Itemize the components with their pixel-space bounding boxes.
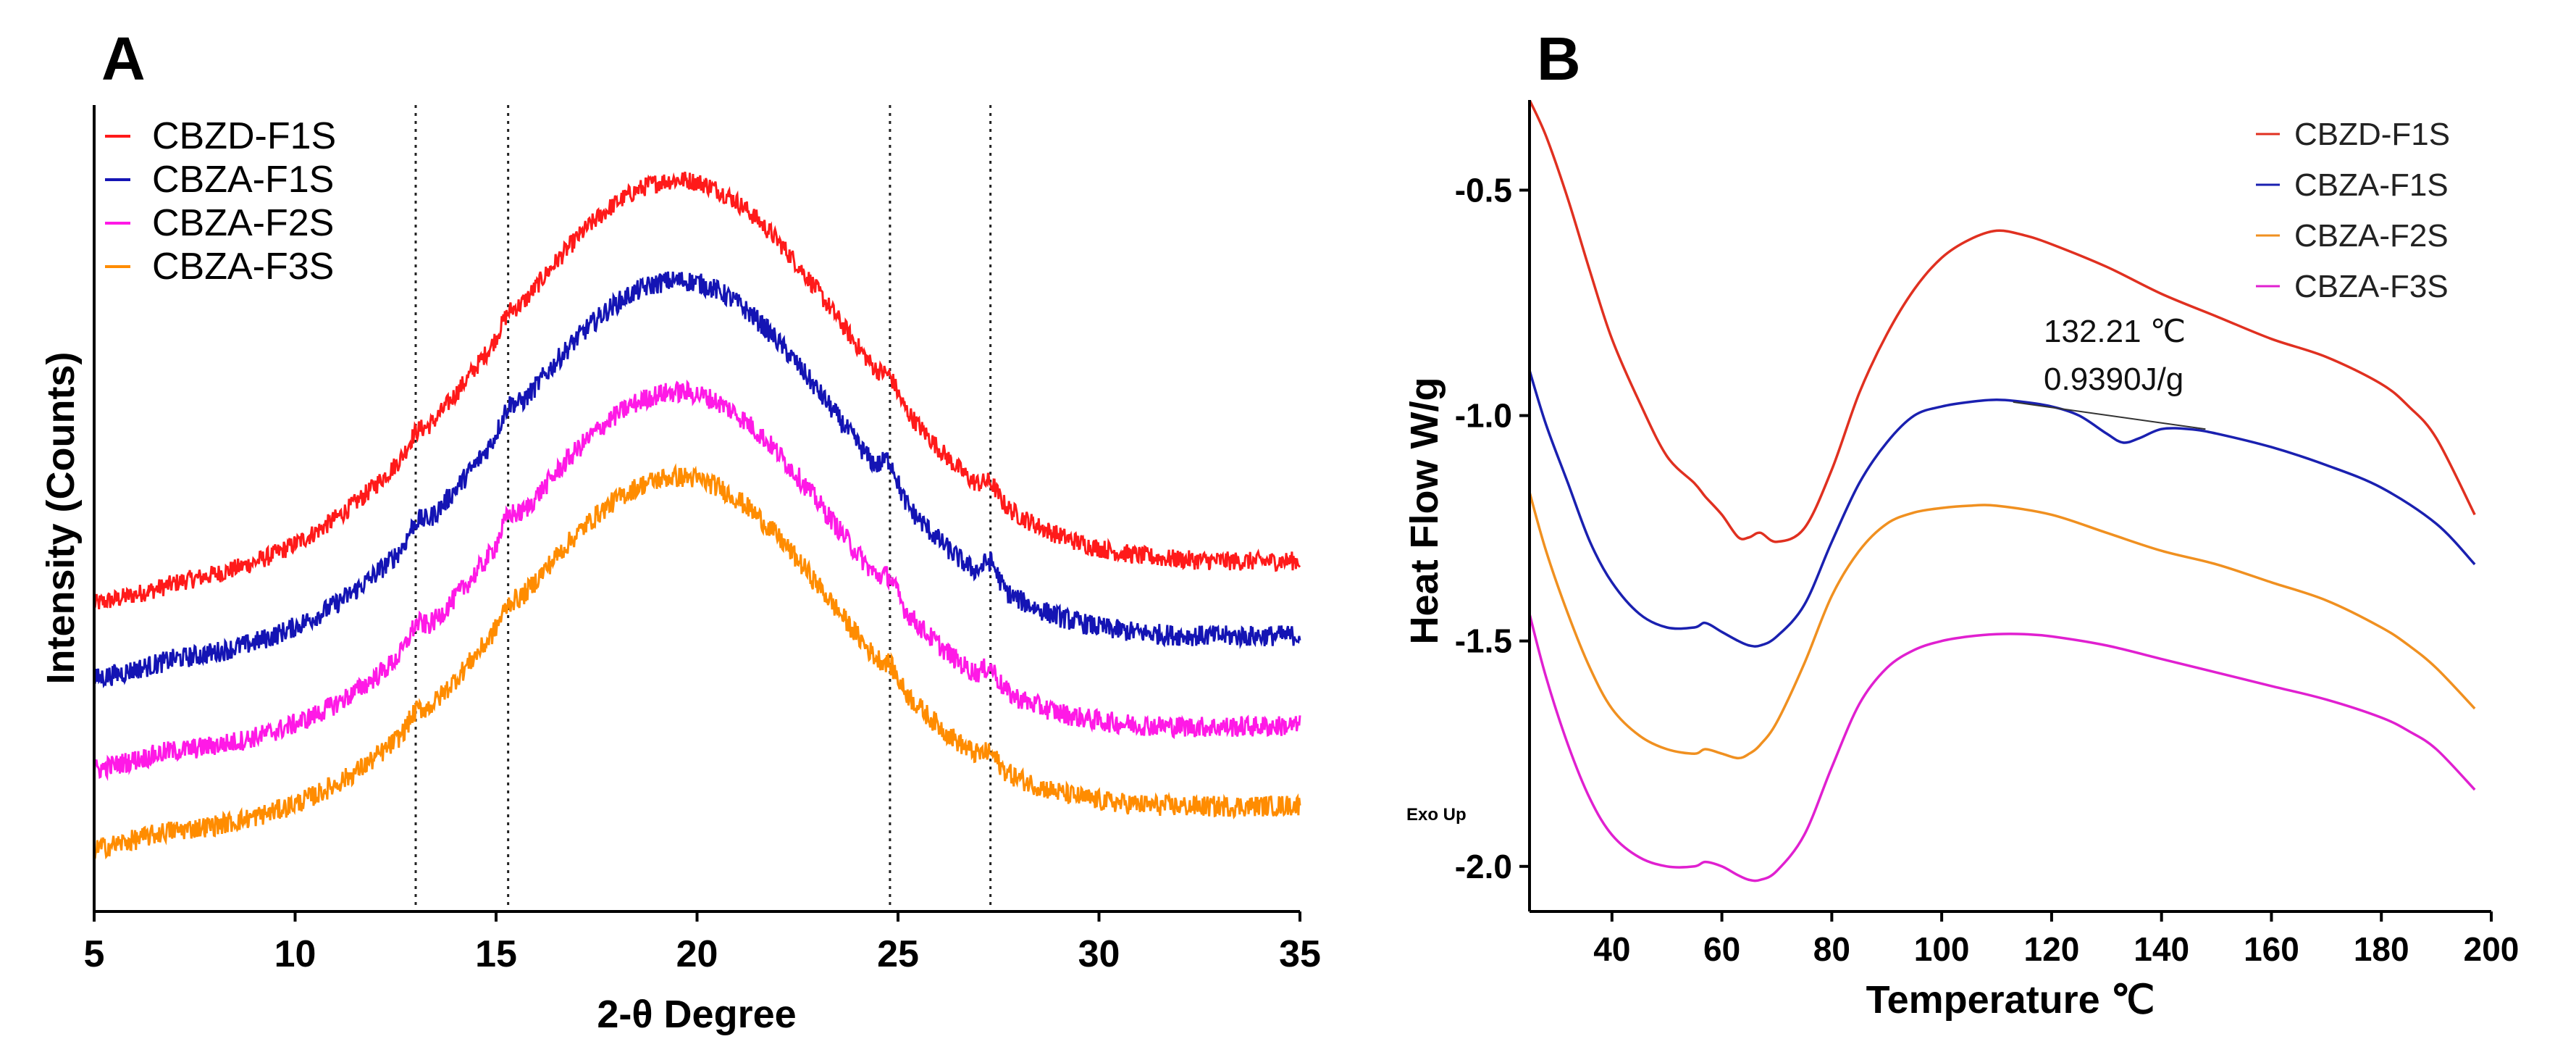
legend-label: CBZA-F3S <box>152 246 334 288</box>
y-tick-label: -1.0 <box>1455 397 1512 435</box>
panel-a-letter: A <box>101 25 146 93</box>
x-tick-label: 25 <box>877 933 919 975</box>
x-tick-label: 140 <box>2134 930 2189 968</box>
panel-a-y-axis-title: Intensity (Counts) <box>39 352 83 685</box>
series-line-cbza-f3s <box>1530 613 2476 882</box>
panel-b: B 40 60 80 100 120 140 160 180 200 -0.5-1.0-1.5-… <box>1403 25 2519 1022</box>
y-tick-label: -1.5 <box>1455 622 1512 660</box>
x-tick-label: 180 <box>2354 930 2409 968</box>
panel-b-y-ticks: -0.5 -1.0 -1.5 -2.0 <box>1455 171 1530 885</box>
y-tick-label: -0.5 <box>1455 171 1512 209</box>
annotation-baseline <box>2013 401 2206 430</box>
series-line-cbza-f1s <box>93 271 1301 689</box>
panel-a-x-ticks: 5 10 15 20 25 30 35 <box>84 911 1321 975</box>
x-tick-label: 20 <box>676 933 718 975</box>
panel-b-annotation: 132.21 ℃ 0.9390J/g <box>2013 314 2206 430</box>
x-tick-label: 10 <box>274 933 316 975</box>
panel-b-series <box>1530 100 2476 882</box>
x-tick-label: 120 <box>2024 930 2080 968</box>
legend-label: CBZA-F2S <box>2294 218 2449 254</box>
panel-b-x-axis-title: Temperature ℃ <box>1866 978 2155 1022</box>
x-tick-label: 15 <box>475 933 517 975</box>
panel-a: A 5 10 15 20 25 30 35 2-θ Degree Intensity (Co… <box>39 25 1321 1036</box>
series-line-cbza-f1s <box>1530 370 2476 648</box>
x-tick-label: 160 <box>2244 930 2299 968</box>
series-line-cbzd-f1s <box>93 171 1301 610</box>
x-tick-label: 5 <box>84 933 105 975</box>
x-tick-label: 35 <box>1279 933 1321 975</box>
annotation-temperature: 132.21 ℃ <box>2044 314 2186 349</box>
x-tick-label: 40 <box>1593 930 1630 968</box>
legend-label: CBZD-F1S <box>2294 117 2450 152</box>
series-line-cbza-f2s <box>1530 491 2476 760</box>
panel-b-legend: CBZD-F1S CBZA-F1S CBZA-F2S CBZA-F3S <box>2256 117 2450 304</box>
panel-b-x-ticks: 40 60 80 100 120 140 160 180 200 <box>1593 911 2519 968</box>
panel-a-reference-lines <box>414 105 992 911</box>
legend-label: CBZA-F1S <box>152 159 334 201</box>
series-line-cbzd-f1s <box>1530 100 2476 543</box>
legend-label: CBZA-F1S <box>2294 167 2449 203</box>
x-tick-label: 100 <box>1914 930 1970 968</box>
series-line-cbza-f3s <box>93 463 1301 860</box>
legend-label: CBZA-F3S <box>2294 269 2449 304</box>
legend-label: CBZD-F1S <box>152 115 336 157</box>
x-tick-label: 80 <box>1813 930 1850 968</box>
annotation-enthalpy: 0.9390J/g <box>2044 362 2183 397</box>
x-tick-label: 200 <box>2464 930 2520 968</box>
legend-label: CBZA-F2S <box>152 202 334 244</box>
panel-b-y-axis-title: Heat Flow W/g <box>1403 377 1446 645</box>
panel-a-series <box>93 171 1301 860</box>
x-tick-label: 60 <box>1703 930 1740 968</box>
panel-b-letter: B <box>1537 25 1581 93</box>
panel-a-x-axis-title: 2-θ Degree <box>597 993 796 1036</box>
panel-b-exo-up-label: Exo Up <box>1406 805 1467 825</box>
x-tick-label: 30 <box>1078 933 1120 975</box>
series-line-cbza-f2s <box>93 379 1301 782</box>
y-tick-label: -2.0 <box>1455 848 1512 885</box>
